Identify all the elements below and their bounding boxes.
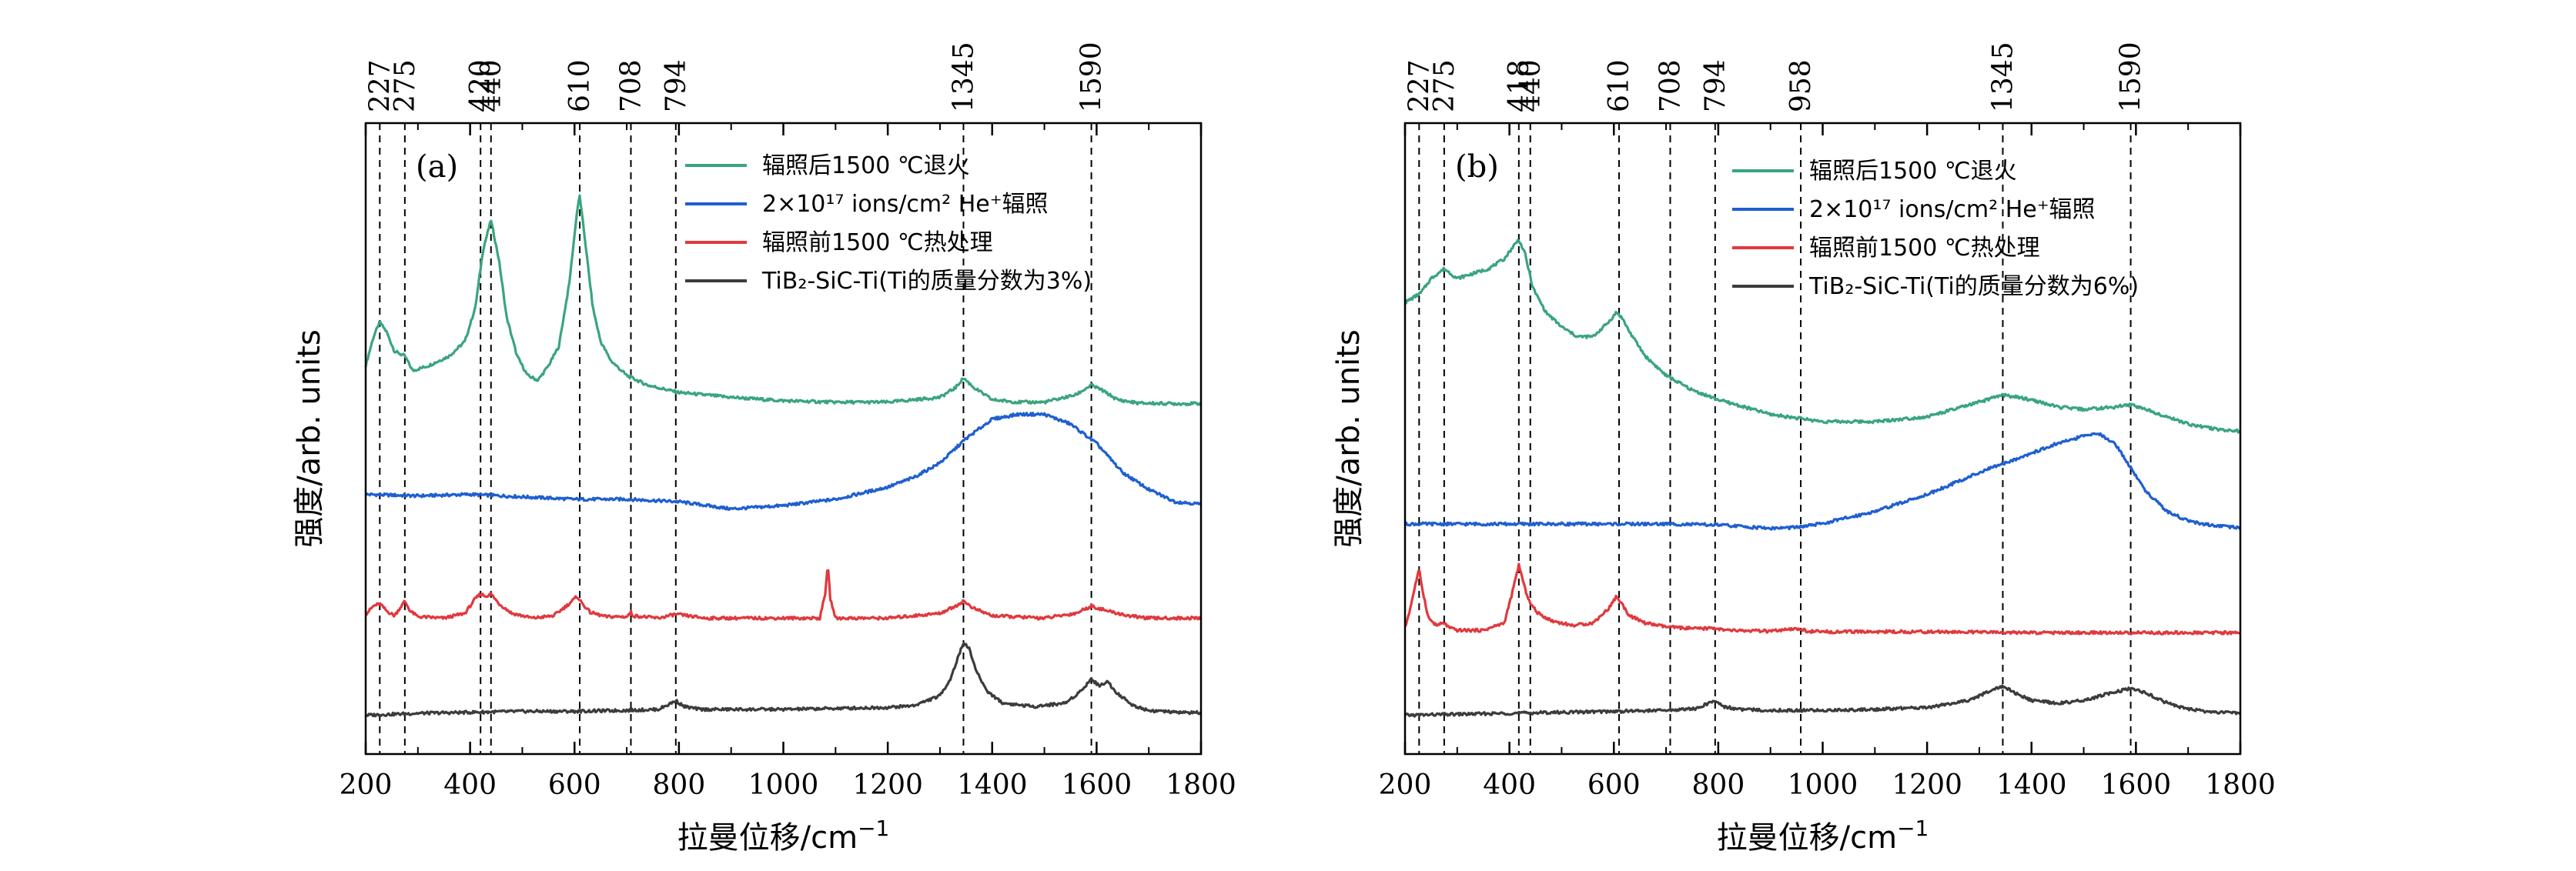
- x-tick-label: 1800: [1166, 769, 1236, 801]
- legend-entry: 2×10¹⁷ ions/cm² He⁺辐照: [762, 191, 1049, 218]
- x-tick-label: 400: [443, 769, 497, 801]
- peak-label: 794: [1700, 59, 1731, 112]
- peak-label: 440: [1515, 59, 1547, 112]
- peak-label: 794: [661, 59, 692, 112]
- legend-entry: 辐照前1500 ℃热处理: [762, 229, 993, 256]
- peak-label: 610: [564, 59, 596, 112]
- series-line: [364, 569, 1203, 621]
- series-line: [1403, 432, 2242, 531]
- x-axis-title-superscript: −1: [1897, 816, 1929, 841]
- x-tick-label: 200: [340, 769, 393, 801]
- peak-label: 1590: [1076, 42, 1108, 112]
- x-tick-label: 400: [1483, 769, 1536, 801]
- peak-label: 708: [1654, 59, 1686, 112]
- x-tick-label: 1200: [1892, 769, 1962, 801]
- legend-entry: 辐照后1500 ℃退火: [1809, 158, 2017, 185]
- panel-label: (a): [416, 149, 458, 185]
- peak-label: 420: [465, 59, 497, 112]
- legend: 辐照后1500 ℃退火 2×10¹⁷ ions/cm² He⁺辐照辐照前1500 …: [1732, 158, 2139, 300]
- peak-label: 275: [390, 59, 421, 112]
- x-tick-label: 1600: [2101, 769, 2172, 801]
- peak-label: 227: [1403, 59, 1435, 112]
- peak-label: 227: [364, 59, 396, 112]
- x-axis-title-superscript: −1: [858, 816, 889, 841]
- x-tick-label: 1600: [1062, 769, 1132, 801]
- x-axis: 200 400 600 800 1000 1200 1400 1600 1800: [1379, 123, 2276, 801]
- peak-label: 610: [1604, 59, 1635, 112]
- peak-label: 275: [1429, 59, 1460, 112]
- x-tick-label: 600: [1587, 769, 1641, 801]
- legend-entry: 2×10¹⁷ ions/cm² He⁺辐照: [1809, 196, 2096, 223]
- peak-label: 958: [1785, 59, 1817, 112]
- x-tick-label: 1000: [748, 769, 819, 801]
- series-line: [1404, 684, 2241, 718]
- x-axis-title: 拉曼位移/cm−1: [1717, 816, 1929, 856]
- legend-entry: TiB₂-SiC-Ti(Ti的质量分数为3%): [761, 268, 1092, 295]
- panel-label: (b): [1455, 149, 1499, 185]
- legend-entry: 辐照后1500 ℃退火: [762, 152, 970, 179]
- x-axis-title-text: 拉曼位移/cm: [1717, 820, 1897, 856]
- x-tick-label: 1400: [1996, 769, 2067, 801]
- x-tick-label: 1400: [957, 769, 1028, 801]
- y-axis-title: 强度/arb. units: [1331, 329, 1367, 548]
- y-axis-title: 强度/arb. units: [292, 329, 327, 548]
- peak-label: 418: [1504, 59, 1535, 112]
- x-tick-label: 1800: [2205, 769, 2276, 801]
- x-axis: 200 400 600 800 1000 1200 1400 1600 1800: [340, 123, 1236, 801]
- series-line: [1403, 562, 2241, 636]
- peak-label: 440: [476, 59, 507, 112]
- x-axis-title-text: 拉曼位移/cm: [677, 820, 858, 856]
- x-tick-label: 600: [548, 769, 601, 801]
- series-line: [365, 642, 1203, 718]
- peak-label: 708: [615, 59, 647, 112]
- x-tick-label: 1200: [852, 769, 923, 801]
- series-line: [364, 194, 1203, 406]
- series-line: [364, 412, 1203, 511]
- legend-entry: 辐照前1500 ℃热处理: [1809, 235, 2040, 262]
- peak-label: 1590: [2116, 42, 2147, 112]
- peak-label: 1345: [948, 42, 979, 112]
- x-axis-title: 拉曼位移/cm−1: [677, 816, 890, 856]
- series-lines: [1403, 239, 2242, 718]
- series-line: [1404, 239, 2241, 434]
- x-tick-label: 1000: [1788, 769, 1858, 801]
- x-tick-label: 800: [653, 769, 706, 801]
- x-tick-label: 200: [1379, 769, 1432, 801]
- legend: 辐照后1500 ℃退火 2×10¹⁷ ions/cm² He⁺辐照辐照前1500 …: [685, 152, 1092, 295]
- series-lines: [364, 194, 1203, 718]
- peak-label: 1345: [1987, 42, 2019, 112]
- legend-entry: TiB₂-SiC-Ti(Ti的质量分数为6%): [1808, 273, 2139, 300]
- x-tick-label: 800: [1692, 769, 1745, 801]
